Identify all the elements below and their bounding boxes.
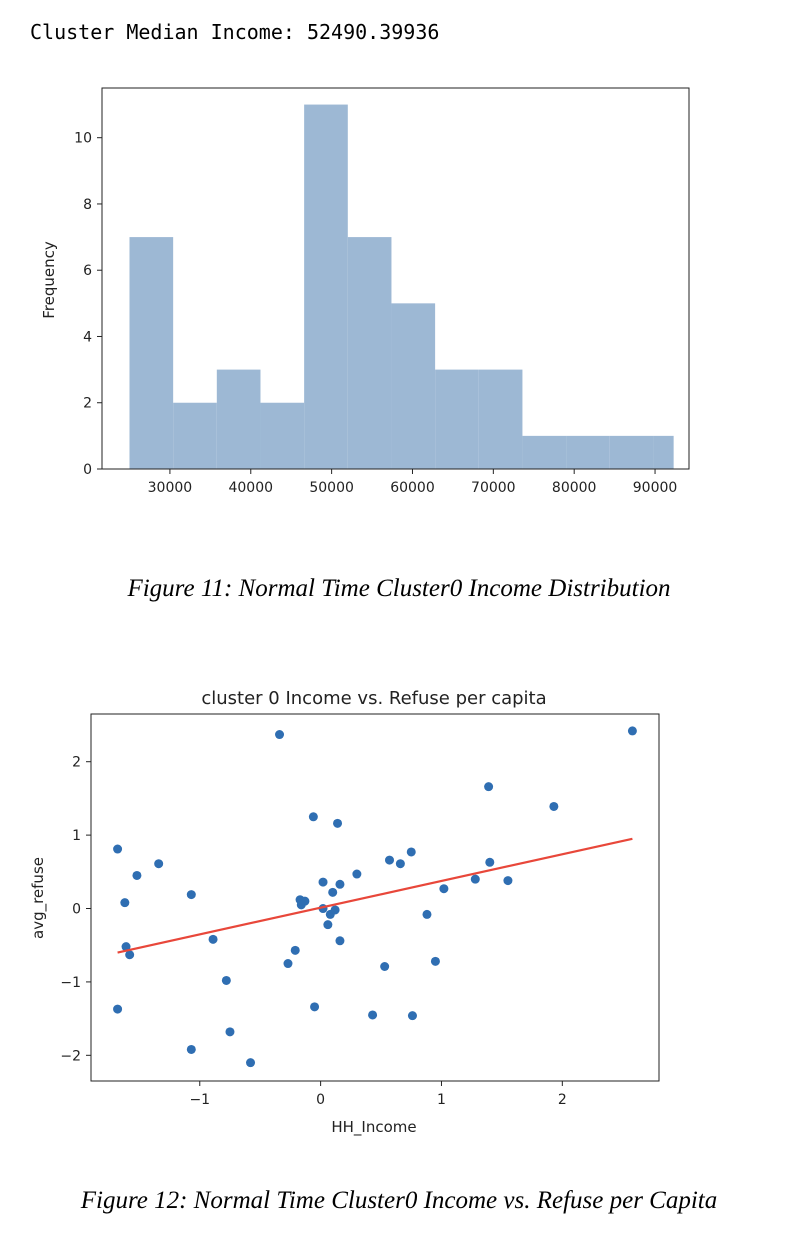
scatter-point bbox=[422, 909, 432, 919]
histogram-bar bbox=[653, 435, 674, 469]
scatter-point bbox=[120, 898, 130, 908]
scatter-point bbox=[485, 857, 495, 867]
scatter-point bbox=[439, 884, 449, 894]
scatter-y-axis-label: avg_refuse bbox=[29, 857, 48, 939]
histogram-x-tick-label: 30000 bbox=[148, 480, 193, 496]
scatter-point bbox=[290, 945, 300, 955]
histogram-y-tick-label: 8 bbox=[83, 197, 92, 213]
scatter-point bbox=[484, 782, 494, 792]
scatter-point bbox=[395, 859, 405, 869]
scatter-point bbox=[318, 877, 328, 887]
scatter-x-tick-label: 1 bbox=[437, 1092, 446, 1108]
histogram-x-tick-label: 90000 bbox=[633, 480, 678, 496]
scatter-point bbox=[186, 1044, 196, 1054]
scatter-y-tick-label: 1 bbox=[72, 828, 81, 844]
scatter-x-tick-label: −1 bbox=[189, 1092, 210, 1108]
scatter-point bbox=[335, 936, 345, 946]
scatter-y-tick-label: −1 bbox=[60, 975, 81, 991]
histogram-x-tick-label: 50000 bbox=[309, 480, 354, 496]
histogram-bar bbox=[216, 369, 261, 469]
scatter-point bbox=[125, 950, 135, 960]
scatter-point bbox=[221, 975, 231, 985]
histogram-y-tick-label: 6 bbox=[83, 263, 92, 279]
scatter-point bbox=[328, 887, 338, 897]
scatter-point bbox=[225, 1027, 235, 1037]
scatter-x-tick-label: 2 bbox=[558, 1092, 567, 1108]
scatter-point bbox=[154, 859, 164, 869]
scatter-point bbox=[407, 1011, 417, 1021]
histogram-bar bbox=[260, 402, 305, 469]
scatter-point bbox=[503, 876, 513, 886]
scatter-point bbox=[310, 1002, 320, 1012]
scatter-point bbox=[627, 726, 637, 736]
histogram-bar bbox=[129, 237, 174, 469]
histogram-bar bbox=[391, 303, 436, 469]
histogram-y-tick-label: 4 bbox=[83, 329, 92, 345]
cluster-median-income-output: Cluster Median Income: 52490.39936 bbox=[30, 20, 440, 44]
histogram-bar bbox=[173, 402, 217, 469]
histogram-bar bbox=[522, 435, 567, 469]
scatter-x-tick-label: 0 bbox=[316, 1092, 325, 1108]
scatter-point bbox=[300, 896, 310, 906]
scatter-point bbox=[208, 934, 218, 944]
histogram-y-axis-label: Frequency bbox=[40, 241, 58, 319]
scatter-point bbox=[352, 869, 362, 879]
income-vs-refuse-scatter-chart: cluster 0 Income vs. Refuse per capita H… bbox=[29, 688, 660, 1137]
histogram-x-tick-label: 40000 bbox=[228, 480, 273, 496]
scatter-point bbox=[335, 879, 345, 889]
histogram-x-tick-label: 80000 bbox=[552, 480, 597, 496]
histogram-bar bbox=[304, 104, 348, 469]
scatter-point bbox=[283, 959, 293, 969]
scatter-point bbox=[406, 847, 416, 857]
scatter-point bbox=[333, 818, 343, 828]
scatter-point bbox=[113, 1004, 123, 1014]
histogram-x-tick-label: 70000 bbox=[471, 480, 516, 496]
income-histogram-chart: Frequency 30000 40000 50000 60000 70000 80000… bbox=[40, 87, 690, 496]
scatter-point bbox=[186, 890, 196, 900]
scatter-point bbox=[430, 956, 440, 966]
histogram-bar bbox=[609, 435, 654, 469]
scatter-chart-title: cluster 0 Income vs. Refuse per capita bbox=[201, 688, 546, 709]
figure-11-caption: Figure 11: Normal Time Cluster0 Income D… bbox=[127, 575, 671, 602]
scatter-point bbox=[121, 942, 131, 952]
scatter-y-tick-label: −2 bbox=[60, 1048, 81, 1064]
scatter-y-tick-label: 2 bbox=[72, 755, 81, 771]
scatter-point bbox=[368, 1010, 378, 1020]
histogram-bar bbox=[435, 369, 479, 469]
scatter-point bbox=[113, 844, 123, 854]
histogram-bar bbox=[347, 237, 392, 469]
scatter-x-axis-label: HH_Income bbox=[331, 1118, 416, 1137]
scatter-point bbox=[275, 730, 285, 740]
histogram-axes-frame bbox=[101, 87, 690, 470]
histogram-y-tick-label: 0 bbox=[83, 462, 92, 478]
regression-line bbox=[117, 837, 633, 954]
histogram-bar bbox=[478, 369, 523, 469]
scatter-point bbox=[323, 920, 333, 930]
histogram-x-tick-label: 60000 bbox=[390, 480, 435, 496]
scatter-point bbox=[308, 812, 318, 822]
scatter-point bbox=[470, 874, 480, 884]
scatter-point bbox=[132, 870, 142, 880]
histogram-y-tick-label: 10 bbox=[74, 131, 92, 147]
histogram-bar bbox=[566, 435, 610, 469]
figure-12-caption: Figure 12: Normal Time Cluster0 Income v… bbox=[80, 1187, 718, 1214]
scatter-y-tick-label: 0 bbox=[72, 902, 81, 918]
scatter-point bbox=[380, 961, 390, 971]
scatter-axes-frame bbox=[90, 713, 660, 1082]
scatter-point bbox=[385, 855, 395, 865]
scatter-point bbox=[549, 801, 559, 811]
histogram-y-tick-label: 2 bbox=[83, 396, 92, 412]
scatter-point bbox=[246, 1058, 256, 1068]
scatter-point bbox=[330, 905, 340, 915]
